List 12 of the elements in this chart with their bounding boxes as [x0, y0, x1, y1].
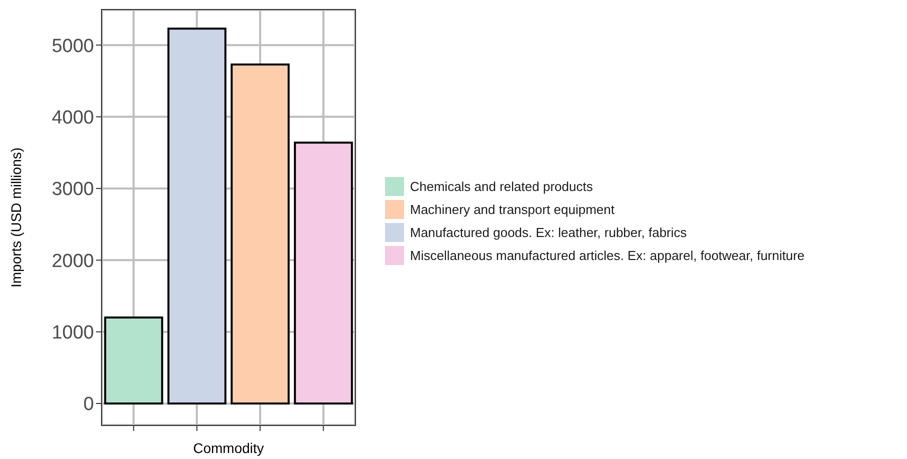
y-tick-label: 0: [83, 394, 94, 416]
y-tick-label: 2000: [52, 250, 94, 272]
y-tick-label: 3000: [52, 179, 94, 200]
y-tick-label: 1000: [52, 322, 94, 344]
y-axis-title: Imports (USD millions): [8, 147, 24, 288]
legend-label: Miscellaneous manufactured articles. Ex: apparel, footwear, furniture: [410, 248, 805, 263]
legend-label: Chemicals and related products: [410, 179, 593, 194]
x-axis-title: Commodity: [193, 440, 264, 456]
legend-label: Manufactured goods. Ex: leather, rubber, fabrics: [410, 225, 687, 240]
y-tick-label: 4000: [52, 108, 94, 129]
y-tick-label: 5000: [52, 36, 94, 57]
legend-label: Machinery and transport equipment: [410, 202, 615, 217]
